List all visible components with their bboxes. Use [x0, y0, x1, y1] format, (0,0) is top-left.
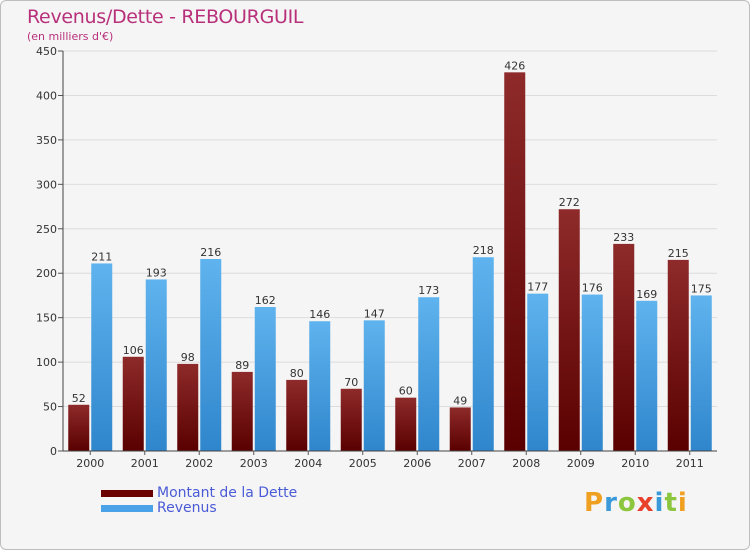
bar-revenus-2001	[145, 279, 167, 451]
bar-revenus-2006	[418, 297, 440, 451]
value-label-dette: 272	[559, 196, 580, 209]
y-tick-label: 100	[36, 356, 57, 369]
legend-swatch-dette	[101, 490, 153, 497]
value-label-revenus: 218	[473, 244, 494, 257]
logo-letter: i	[654, 488, 665, 518]
bar-dette-2001	[122, 356, 144, 451]
proxiti-logo: Proxiti	[584, 488, 688, 518]
bar-revenus-2011	[690, 295, 712, 451]
value-label-dette: 106	[123, 344, 144, 357]
value-label-dette: 49	[453, 394, 467, 407]
value-label-revenus: 176	[582, 282, 603, 295]
y-tick-label: 50	[43, 401, 57, 414]
logo-letter: o	[617, 488, 637, 518]
bar-dette-2006	[395, 397, 417, 451]
logo-letter: i	[677, 488, 688, 518]
value-label-revenus: 173	[418, 284, 439, 297]
value-label-dette: 70	[344, 376, 358, 389]
logo-letter: r	[604, 488, 618, 518]
bar-revenus-2004	[309, 321, 331, 451]
bar-revenus-2008	[527, 293, 549, 451]
value-label-revenus: 169	[636, 288, 657, 301]
logo-letter: x	[636, 488, 655, 518]
x-tick-label: 2011	[676, 457, 704, 470]
bar-dette-2007	[449, 407, 471, 451]
value-label-dette: 215	[668, 247, 689, 260]
bar-dette-2010	[613, 243, 635, 451]
y-tick-label: 150	[36, 312, 57, 325]
y-tick-label: 350	[36, 134, 57, 147]
value-label-dette: 89	[235, 359, 249, 372]
x-tick-label: 2009	[567, 457, 595, 470]
bar-dette-2003	[231, 371, 253, 451]
chart-subtitle: (en milliers d'€)	[27, 30, 114, 43]
value-label-dette: 52	[72, 392, 86, 405]
bar-dette-2004	[286, 379, 308, 451]
y-tick-label: 200	[36, 267, 57, 280]
value-label-revenus: 193	[146, 266, 167, 279]
bar-revenus-2003	[254, 307, 276, 451]
value-label-revenus: 177	[527, 281, 548, 294]
legend-label-revenus: Revenus	[157, 500, 217, 516]
bar-dette-2011	[667, 259, 689, 451]
x-tick-label: 2010	[621, 457, 649, 470]
bar-revenus-2000	[91, 263, 113, 451]
bar-dette-2000	[68, 404, 90, 451]
value-label-revenus: 175	[691, 282, 712, 295]
x-tick-label: 2008	[512, 457, 540, 470]
x-tick-label: 2002	[185, 457, 213, 470]
value-label-dette: 426	[504, 59, 525, 72]
value-label-revenus: 147	[364, 307, 385, 320]
bar-revenus-2010	[636, 300, 658, 451]
bar-revenus-2005	[363, 320, 385, 451]
bar-revenus-2007	[472, 257, 494, 451]
bar-dette-2002	[177, 363, 199, 451]
y-tick-label: 250	[36, 223, 57, 236]
x-tick-label: 2004	[294, 457, 322, 470]
bar-dette-2008	[504, 72, 526, 451]
value-label-dette: 98	[181, 351, 195, 364]
value-label-dette: 80	[290, 367, 304, 380]
logo-letter: P	[584, 488, 605, 518]
chart-title: Revenus/Dette - REBOURGUIL	[27, 6, 304, 28]
logo-letter: t	[664, 488, 678, 518]
legend-label-dette: Montant de la Dette	[157, 485, 298, 501]
y-tick-label: 0	[50, 445, 57, 458]
bar-dette-2009	[558, 209, 580, 451]
value-label-revenus: 211	[91, 250, 112, 263]
x-tick-label: 2003	[240, 457, 268, 470]
x-tick-label: 2000	[76, 457, 104, 470]
value-label-revenus: 216	[200, 246, 221, 259]
value-label-dette: 60	[399, 385, 413, 398]
x-tick-label: 2005	[349, 457, 377, 470]
x-tick-label: 2006	[403, 457, 431, 470]
y-tick-label: 400	[36, 89, 57, 102]
x-tick-label: 2001	[131, 457, 159, 470]
legend-swatch-revenus	[101, 505, 153, 512]
value-label-revenus: 146	[309, 308, 330, 321]
y-tick-label: 450	[36, 45, 57, 58]
bar-revenus-2002	[200, 259, 222, 451]
value-label-revenus: 162	[255, 294, 276, 307]
value-label-dette: 233	[613, 231, 634, 244]
bar-dette-2005	[340, 388, 362, 451]
y-tick-label: 300	[36, 178, 57, 191]
x-tick-label: 2007	[458, 457, 486, 470]
bar-revenus-2009	[581, 294, 603, 451]
